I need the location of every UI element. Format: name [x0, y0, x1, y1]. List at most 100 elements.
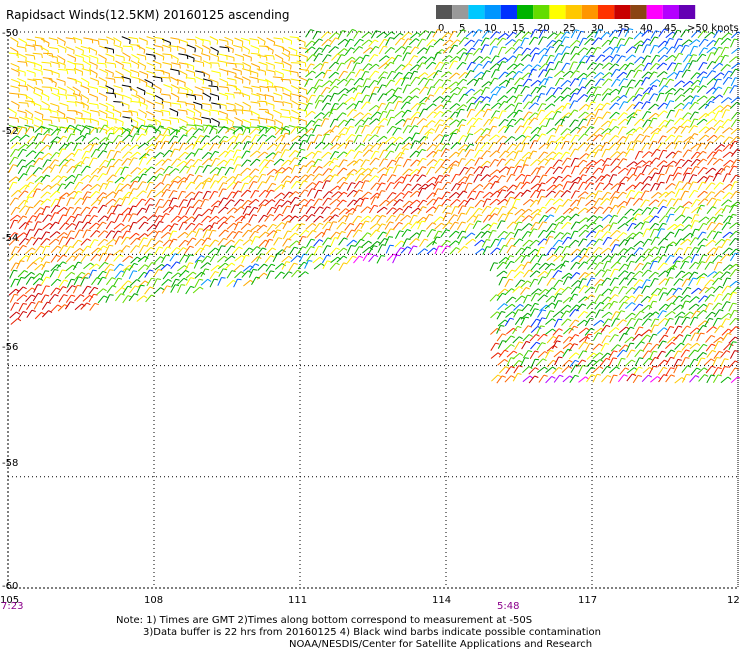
wind-barb-flag — [176, 129, 181, 133]
wind-barb-flag — [89, 65, 92, 70]
wind-barb-flag — [551, 190, 556, 194]
wind-barb — [448, 30, 455, 40]
wind-barb-flag — [630, 189, 635, 192]
wind-barb-flag — [208, 49, 211, 54]
wind-barb-flag — [75, 96, 77, 101]
wind-barb-flag — [431, 86, 436, 88]
wind-barb — [530, 183, 539, 190]
wind-barb — [281, 166, 290, 174]
wind-barb-flag — [153, 230, 158, 234]
wind-barb-flag — [721, 238, 726, 242]
wind-barb — [578, 224, 586, 231]
wind-barb-flag — [318, 85, 323, 88]
wind-barb — [32, 78, 42, 81]
wind-barb — [251, 63, 260, 68]
wind-barb-flag — [584, 55, 589, 58]
wind-barb — [355, 167, 363, 175]
wind-barb-flag — [351, 229, 356, 232]
wind-barb — [490, 102, 499, 110]
wind-barb — [82, 229, 88, 239]
wind-barb-flag — [60, 197, 65, 199]
wind-barb — [592, 93, 598, 103]
wind-barb-flag — [288, 214, 293, 219]
wind-barb — [113, 85, 123, 89]
wind-barb-flag — [183, 142, 188, 145]
wind-barb — [481, 239, 487, 248]
wind-barb-flag — [311, 206, 316, 209]
wind-barb-flag — [567, 133, 572, 137]
wind-barb — [162, 149, 170, 158]
wind-barb — [674, 188, 680, 198]
wind-barb — [712, 172, 718, 182]
wind-barb — [82, 214, 88, 224]
wind-barb — [554, 215, 563, 222]
wind-barb-flag — [271, 126, 276, 130]
wind-barb-flag — [734, 38, 739, 41]
wind-barb — [449, 128, 458, 136]
wind-barb — [306, 54, 313, 62]
wind-barb — [232, 181, 239, 190]
wind-barb — [336, 133, 342, 142]
wind-barb — [344, 173, 351, 182]
wind-barb-flag — [195, 125, 197, 130]
wind-barb-flag — [159, 89, 162, 94]
wind-barb-flag — [102, 196, 108, 199]
wind-barb-flag — [367, 117, 373, 120]
wind-barb — [480, 160, 488, 168]
wind-barb — [72, 78, 82, 84]
wind-barb — [161, 100, 171, 104]
wind-barb-flag — [342, 30, 347, 32]
wind-barb — [610, 46, 616, 56]
wind-barb — [49, 159, 56, 168]
wind-barb-flag — [504, 71, 509, 75]
wind-barb-flag — [548, 76, 553, 79]
wind-barb-flag — [702, 53, 707, 57]
wind-barb-flag — [71, 222, 76, 226]
wind-barb — [138, 109, 147, 115]
wind-barb — [488, 175, 496, 183]
wind-barb — [521, 135, 528, 144]
wind-barb — [432, 70, 439, 79]
wind-barb-flag — [281, 184, 286, 188]
wind-barb-flag — [358, 229, 363, 232]
wind-barb — [353, 197, 361, 206]
wind-barb — [680, 45, 686, 54]
wind-barb-flag — [24, 81, 27, 86]
wind-barb-flag — [513, 206, 518, 210]
wind-barb-flag — [56, 231, 61, 235]
wind-barb-flag — [713, 78, 718, 82]
wind-barb — [514, 77, 521, 86]
wind-barb — [488, 222, 494, 231]
wind-barb — [177, 180, 183, 190]
wind-barb — [657, 125, 664, 133]
wind-barb-flag — [77, 206, 82, 209]
wind-barb-flag — [593, 215, 598, 219]
wind-barb — [602, 46, 611, 54]
wind-barb — [480, 230, 488, 239]
wind-barb-flag — [185, 102, 187, 107]
wind-barb — [194, 86, 204, 91]
wind-barb — [626, 104, 633, 112]
wind-barb-flag — [647, 29, 652, 33]
legend-label: 15 — [512, 23, 525, 34]
wind-barb-flag — [391, 143, 396, 146]
wind-barb — [552, 39, 560, 47]
wind-barb — [145, 182, 151, 191]
wind-barb — [352, 46, 360, 54]
wind-barb — [177, 92, 187, 95]
wind-barb-flag — [79, 247, 84, 252]
wind-barb-flag — [230, 215, 235, 219]
wind-barb-flag — [719, 62, 724, 66]
wind-barb — [553, 232, 561, 240]
wind-barb — [369, 70, 376, 79]
wind-barb — [522, 239, 530, 247]
wind-barb-flag — [446, 158, 451, 162]
wind-barb-flag — [400, 213, 405, 216]
wind-barb — [473, 174, 479, 183]
wind-barb — [328, 214, 336, 222]
wind-barb — [721, 238, 728, 248]
wind-barb-flag — [343, 167, 348, 171]
wind-barb — [602, 206, 609, 215]
wind-barb-flag — [111, 212, 116, 215]
wind-barb — [64, 125, 71, 134]
